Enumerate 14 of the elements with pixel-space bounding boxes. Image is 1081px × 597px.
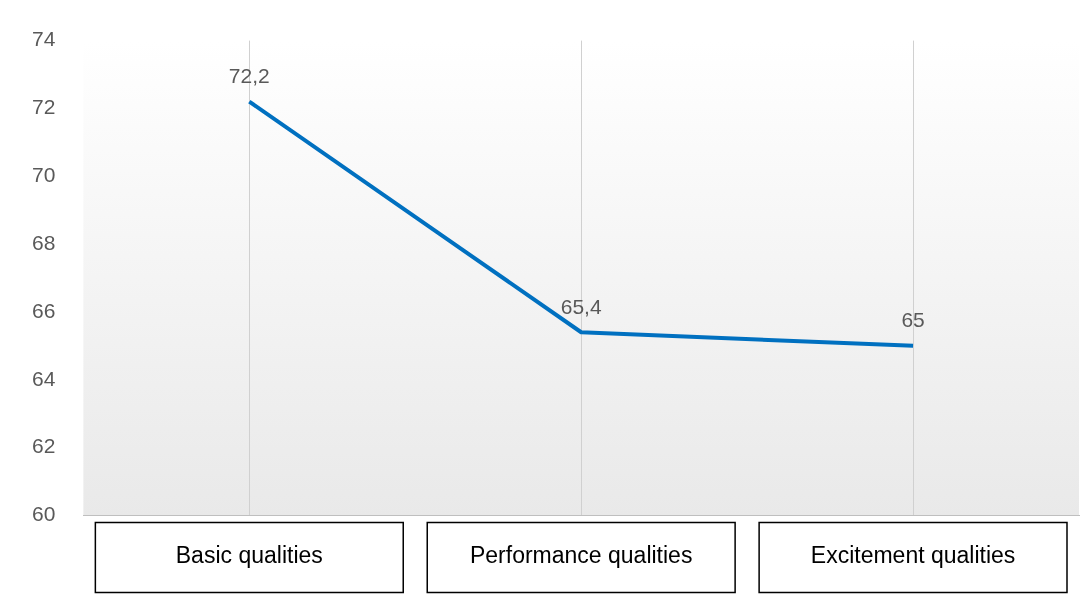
y-tick-label: 62 — [32, 434, 56, 458]
data-label: 65 — [901, 308, 925, 332]
x-tick-label: Excitement qualities — [810, 541, 1016, 568]
x-tick-label: Basic qualities — [175, 541, 323, 568]
y-tick-label: 64 — [32, 366, 56, 390]
y-tick-label: 66 — [32, 298, 56, 322]
data-label: 65,4 — [560, 294, 602, 318]
y-tick-label: 70 — [32, 163, 56, 187]
y-tick-label: 68 — [32, 230, 56, 254]
y-tick-label: 74 — [32, 27, 56, 51]
data-label: 72,2 — [228, 63, 270, 87]
x-tick-label: Performance qualities — [469, 541, 693, 568]
y-tick-label: 60 — [32, 502, 56, 526]
y-tick-label: 72 — [32, 95, 56, 119]
